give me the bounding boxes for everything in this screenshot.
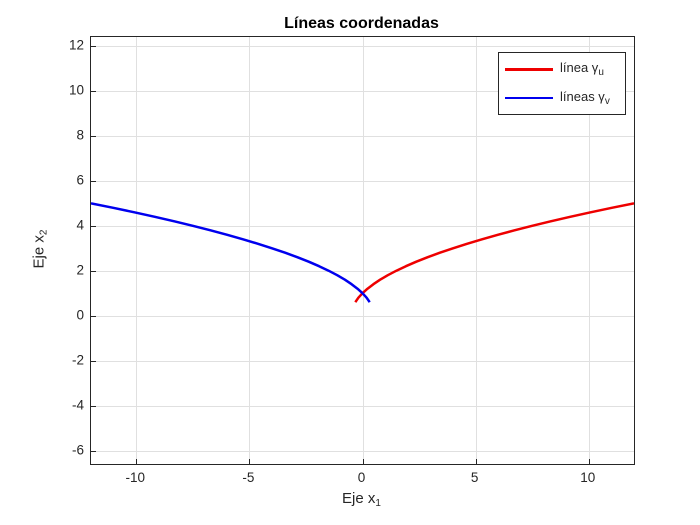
curve-gamma-v	[91, 202, 371, 303]
legend: línea γu líneas γv	[498, 52, 626, 115]
legend-entry-v: líneas γv	[499, 89, 625, 107]
plot-canvas	[91, 37, 634, 464]
y-tick-label: 0	[76, 307, 84, 323]
curve-gamma-u	[354, 202, 634, 303]
legend-entry-u: línea γu	[499, 60, 625, 78]
x-tick-label: 5	[470, 470, 479, 485]
y-tick-label: 6	[76, 172, 84, 188]
x-axis-label-sub: 1	[375, 498, 381, 509]
legend-label-u-text: línea γ	[560, 60, 599, 76]
y-tick-label: -6	[71, 442, 84, 458]
x-axis-label: Eje x1	[90, 490, 633, 509]
x-tick-label: 10	[580, 470, 596, 485]
y-tick-label: 2	[76, 262, 84, 278]
chart-title: Líneas coordenadas	[284, 15, 439, 32]
y-tick-label: 8	[76, 127, 84, 143]
y-tick-label: 10	[68, 82, 84, 98]
y-tick-label: -2	[71, 352, 84, 368]
legend-label-u: línea γu	[560, 60, 604, 78]
y-tick-label: 12	[68, 37, 84, 53]
x-tick-label: 0	[357, 470, 366, 485]
x-axis-label-text: Eje x	[342, 490, 376, 507]
y-tick-label: -4	[71, 397, 84, 413]
legend-label-v: líneas γv	[560, 89, 610, 107]
legend-label-u-sub: u	[598, 67, 604, 79]
y-tick-label: 4	[76, 217, 84, 233]
legend-line-sample-blue	[505, 96, 553, 99]
x-tick-label: -10	[125, 470, 146, 485]
legend-label-v-sub: v	[604, 95, 610, 107]
legend-label-v-text: líneas γ	[560, 88, 605, 104]
x-tick-label: -5	[242, 470, 255, 485]
legend-line-sample-red	[505, 68, 553, 71]
